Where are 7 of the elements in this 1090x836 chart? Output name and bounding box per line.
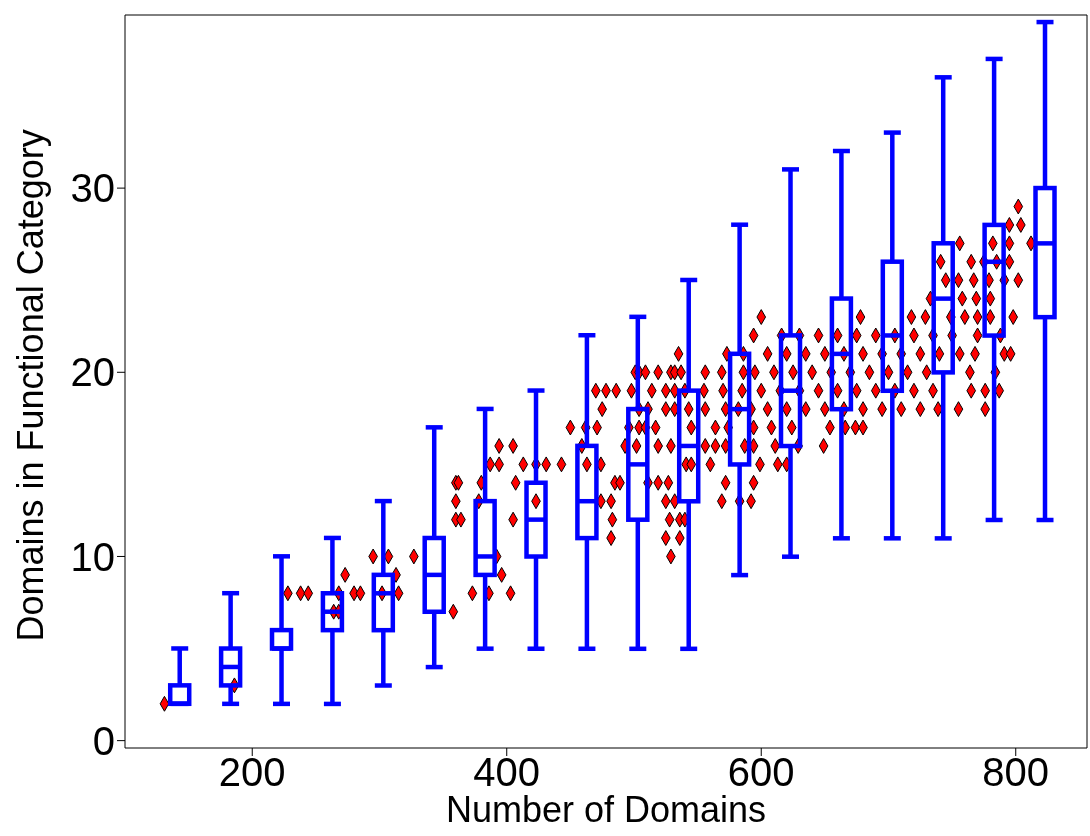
y-tick-label: 30 (70, 166, 115, 211)
y-axis-title: Domains in Functional Category (9, 129, 51, 642)
x-tick-label: 200 (218, 750, 286, 795)
y-tick-label: 20 (70, 350, 115, 395)
x-tick-label: 800 (982, 750, 1050, 795)
y-tick-label: 10 (70, 534, 115, 579)
y-tick-label: 0 (92, 718, 115, 763)
